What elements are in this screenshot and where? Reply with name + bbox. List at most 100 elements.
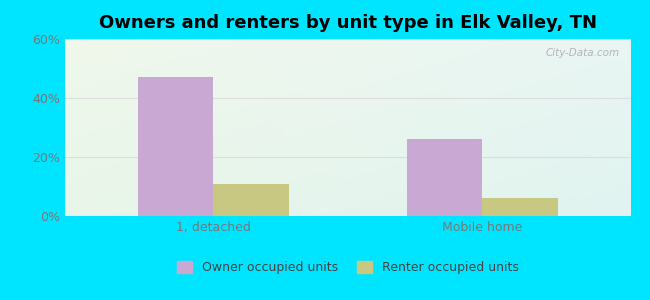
Bar — [263, 63, 270, 66]
Bar — [256, 148, 263, 151]
Bar — [178, 63, 185, 66]
Bar — [407, 139, 482, 216]
Bar — [510, 190, 517, 192]
Bar — [171, 118, 178, 122]
Bar — [270, 42, 277, 45]
Bar — [136, 195, 143, 198]
Bar — [496, 39, 503, 42]
Bar — [581, 134, 588, 136]
Bar — [447, 86, 454, 89]
Bar — [503, 181, 510, 184]
Bar — [545, 178, 552, 181]
Bar — [200, 172, 207, 175]
Bar — [447, 139, 454, 142]
Bar — [263, 113, 270, 116]
Bar — [114, 57, 122, 60]
Bar — [426, 39, 432, 42]
Bar — [143, 166, 150, 169]
Bar — [525, 181, 532, 184]
Bar — [369, 130, 376, 134]
Bar — [220, 39, 228, 42]
Bar — [207, 166, 213, 169]
Bar — [341, 116, 348, 118]
Bar — [426, 63, 432, 66]
Bar — [362, 210, 369, 213]
Bar — [122, 95, 129, 98]
Bar — [320, 60, 326, 63]
Bar — [263, 122, 270, 124]
Bar — [539, 145, 546, 148]
Bar — [383, 187, 390, 190]
Bar — [143, 98, 150, 101]
Bar — [333, 145, 341, 148]
Bar — [595, 201, 602, 204]
Bar — [383, 65, 390, 68]
Bar — [616, 136, 623, 139]
Bar — [326, 54, 333, 57]
Bar — [207, 187, 213, 190]
Bar — [86, 192, 94, 195]
Bar — [291, 160, 298, 163]
Bar — [94, 95, 100, 98]
Bar — [65, 45, 72, 48]
Bar — [200, 204, 207, 207]
Bar — [623, 154, 630, 157]
Bar — [263, 124, 270, 128]
Bar — [517, 92, 525, 95]
Bar — [482, 204, 489, 207]
Bar — [545, 42, 552, 45]
Bar — [482, 142, 489, 145]
Bar — [213, 77, 220, 80]
Bar — [397, 187, 404, 190]
Bar — [150, 71, 157, 74]
Bar — [270, 207, 277, 210]
Bar — [136, 80, 143, 83]
Bar — [263, 195, 270, 198]
Bar — [616, 172, 623, 175]
Bar — [419, 201, 426, 204]
Bar — [525, 74, 532, 77]
Bar — [390, 101, 397, 104]
Bar — [581, 42, 588, 45]
Bar — [200, 63, 207, 66]
Bar — [306, 128, 313, 130]
Bar — [220, 142, 228, 145]
Bar — [397, 148, 404, 151]
Bar — [129, 89, 136, 92]
Bar — [447, 187, 454, 190]
Bar — [213, 148, 220, 151]
Bar — [242, 160, 249, 163]
Bar — [284, 154, 291, 157]
Bar — [602, 71, 609, 74]
Bar — [249, 148, 256, 151]
Bar — [419, 157, 426, 160]
Bar — [419, 116, 426, 118]
Bar — [263, 148, 270, 151]
Bar — [517, 130, 525, 134]
Bar — [588, 45, 595, 48]
Bar — [143, 107, 150, 110]
Bar — [503, 45, 510, 48]
Bar — [560, 128, 567, 130]
Bar — [433, 124, 439, 128]
Bar — [178, 116, 185, 118]
Bar — [468, 201, 475, 204]
Bar — [468, 51, 475, 54]
Bar — [525, 139, 532, 142]
Bar — [94, 68, 100, 71]
Bar — [207, 77, 213, 80]
Bar — [454, 122, 461, 124]
Bar — [207, 68, 213, 71]
Bar — [552, 95, 560, 98]
Bar — [129, 113, 136, 116]
Bar — [320, 128, 326, 130]
Bar — [114, 68, 122, 71]
Bar — [164, 95, 171, 98]
Bar — [192, 178, 200, 181]
Bar — [560, 92, 567, 95]
Bar — [362, 89, 369, 92]
Bar — [447, 113, 454, 116]
Bar — [397, 74, 404, 77]
Bar — [616, 113, 623, 116]
Bar — [220, 148, 228, 151]
